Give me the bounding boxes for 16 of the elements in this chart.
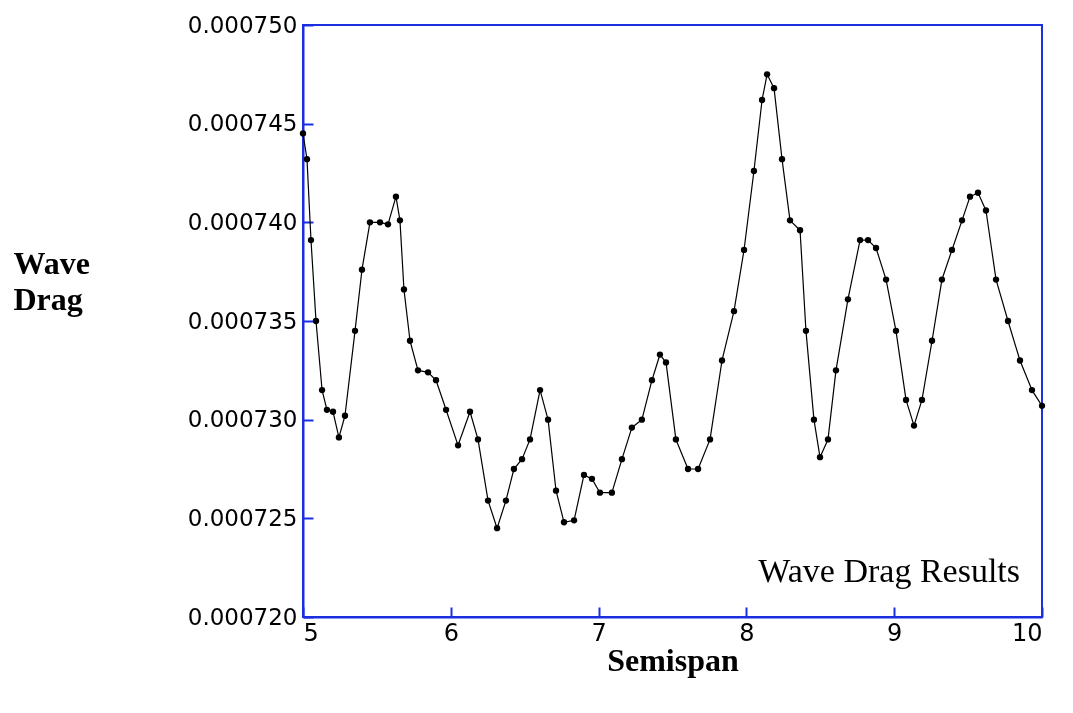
y-tick-label: 0.000725 bbox=[187, 504, 298, 531]
y-tick-label: 0.000735 bbox=[187, 307, 298, 334]
y-tick-label: 0.000740 bbox=[187, 208, 298, 235]
x-tick-label: 8 bbox=[739, 618, 755, 647]
y-tick-label: 0.000730 bbox=[187, 406, 298, 433]
x-tick-label: 9 bbox=[887, 618, 903, 647]
x-tick-label: 5 bbox=[303, 618, 319, 647]
x-tick-label: 6 bbox=[443, 618, 459, 647]
annotation: Wave Drag Results bbox=[758, 552, 1020, 589]
x-tick-label: 10 bbox=[1011, 618, 1043, 647]
y-tick-label: 0.000750 bbox=[187, 11, 298, 38]
y-tick-label: 0.000720 bbox=[187, 603, 298, 630]
x-axis-title: Semispan bbox=[607, 641, 739, 678]
y-axis-title: Wave Drag bbox=[13, 244, 90, 317]
x-tick-label: 7 bbox=[591, 618, 607, 647]
y-tick-label: 0.000745 bbox=[187, 110, 298, 137]
